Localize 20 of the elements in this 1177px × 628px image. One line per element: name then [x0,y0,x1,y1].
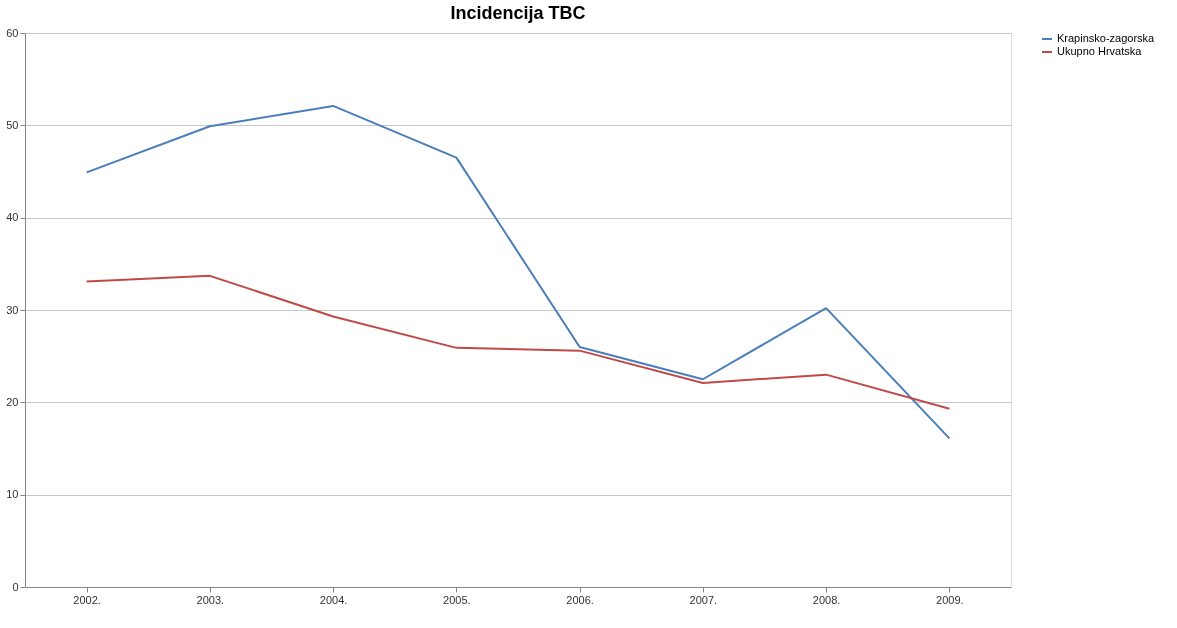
legend-label: Ukupno Hrvatska [1057,45,1143,57]
line-series [85,104,951,440]
x-tick-label: 2004. [319,593,348,606]
x-tick-label: 2002. [73,593,101,606]
y-tick-label: 50 [6,118,19,131]
y-tick-label: 20 [6,395,19,408]
y-tick-label: 0 [12,580,19,593]
x-tick-label: 2003. [196,593,225,606]
x-tick-label: 2007. [689,593,718,606]
y-tick-label: 30 [6,303,19,316]
legend-label: Krapinsko-zagorska [1057,32,1156,44]
x-tick-label: 2005. [443,593,471,606]
chart-title: Incidencija TBC [450,3,586,23]
y-tick-label: 40 [6,211,19,224]
x-tick-label: 2009. [936,593,964,606]
y-tick-label: 60 [6,26,19,39]
line-series [85,274,951,410]
y-tick-label: 10 [6,488,19,501]
x-tick-label: 2008. [812,593,841,606]
x-tick-label: 2006. [566,593,594,606]
